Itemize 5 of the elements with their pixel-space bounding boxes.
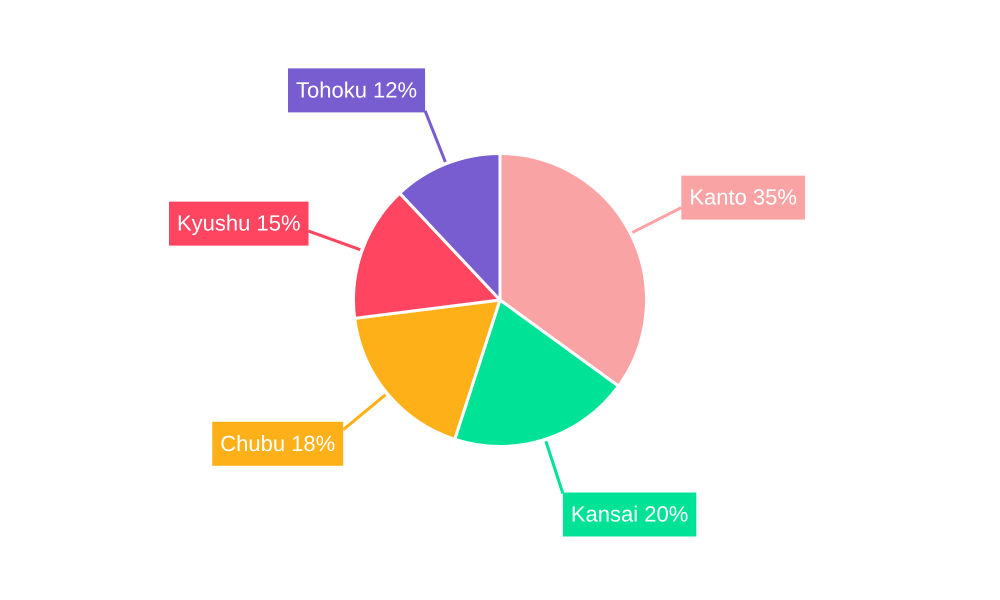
slice-label: Kanto 35% <box>689 184 797 210</box>
slice-label: Tohoku 12% <box>296 77 418 102</box>
slice-label: Kyushu 15% <box>177 210 301 236</box>
slice-label: Kansai 20% <box>570 502 688 527</box>
slice-label: Chubu 18% <box>220 430 336 456</box>
